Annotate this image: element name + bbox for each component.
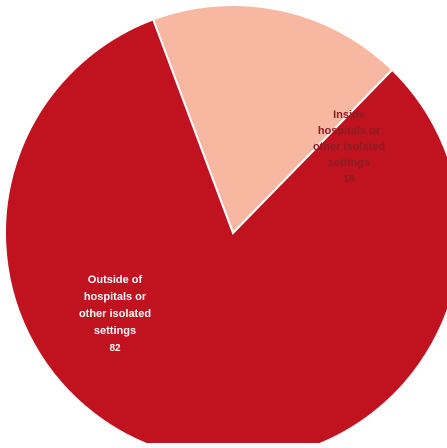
slice-label-line: settings	[328, 157, 370, 169]
slice-label-line: settings	[94, 325, 136, 337]
pie-slice-inside	[151, 4, 394, 235]
slice-label-line: other isolated	[79, 308, 151, 320]
slice-label-line: other isolated	[313, 141, 385, 153]
slice-label-line: hospitals or	[84, 291, 147, 303]
slice-label-inside: Inside hospitals or other isolated settings…	[313, 109, 385, 185]
slice-label-line: Outside of	[88, 274, 143, 286]
slice-value-label: 18	[343, 174, 355, 185]
slice-label-line: hospitals or	[318, 125, 381, 137]
slice-label-line: Inside	[333, 109, 365, 121]
pie-labels: Inside hospitals or other isolated settings…	[79, 109, 385, 354]
pie-slice-outside	[4, 18, 447, 448]
pie-slices	[4, 4, 447, 448]
slice-label-outside: Outside of hospitals or other isolated sett…	[79, 274, 151, 354]
slice-value-label: 82	[109, 343, 121, 354]
